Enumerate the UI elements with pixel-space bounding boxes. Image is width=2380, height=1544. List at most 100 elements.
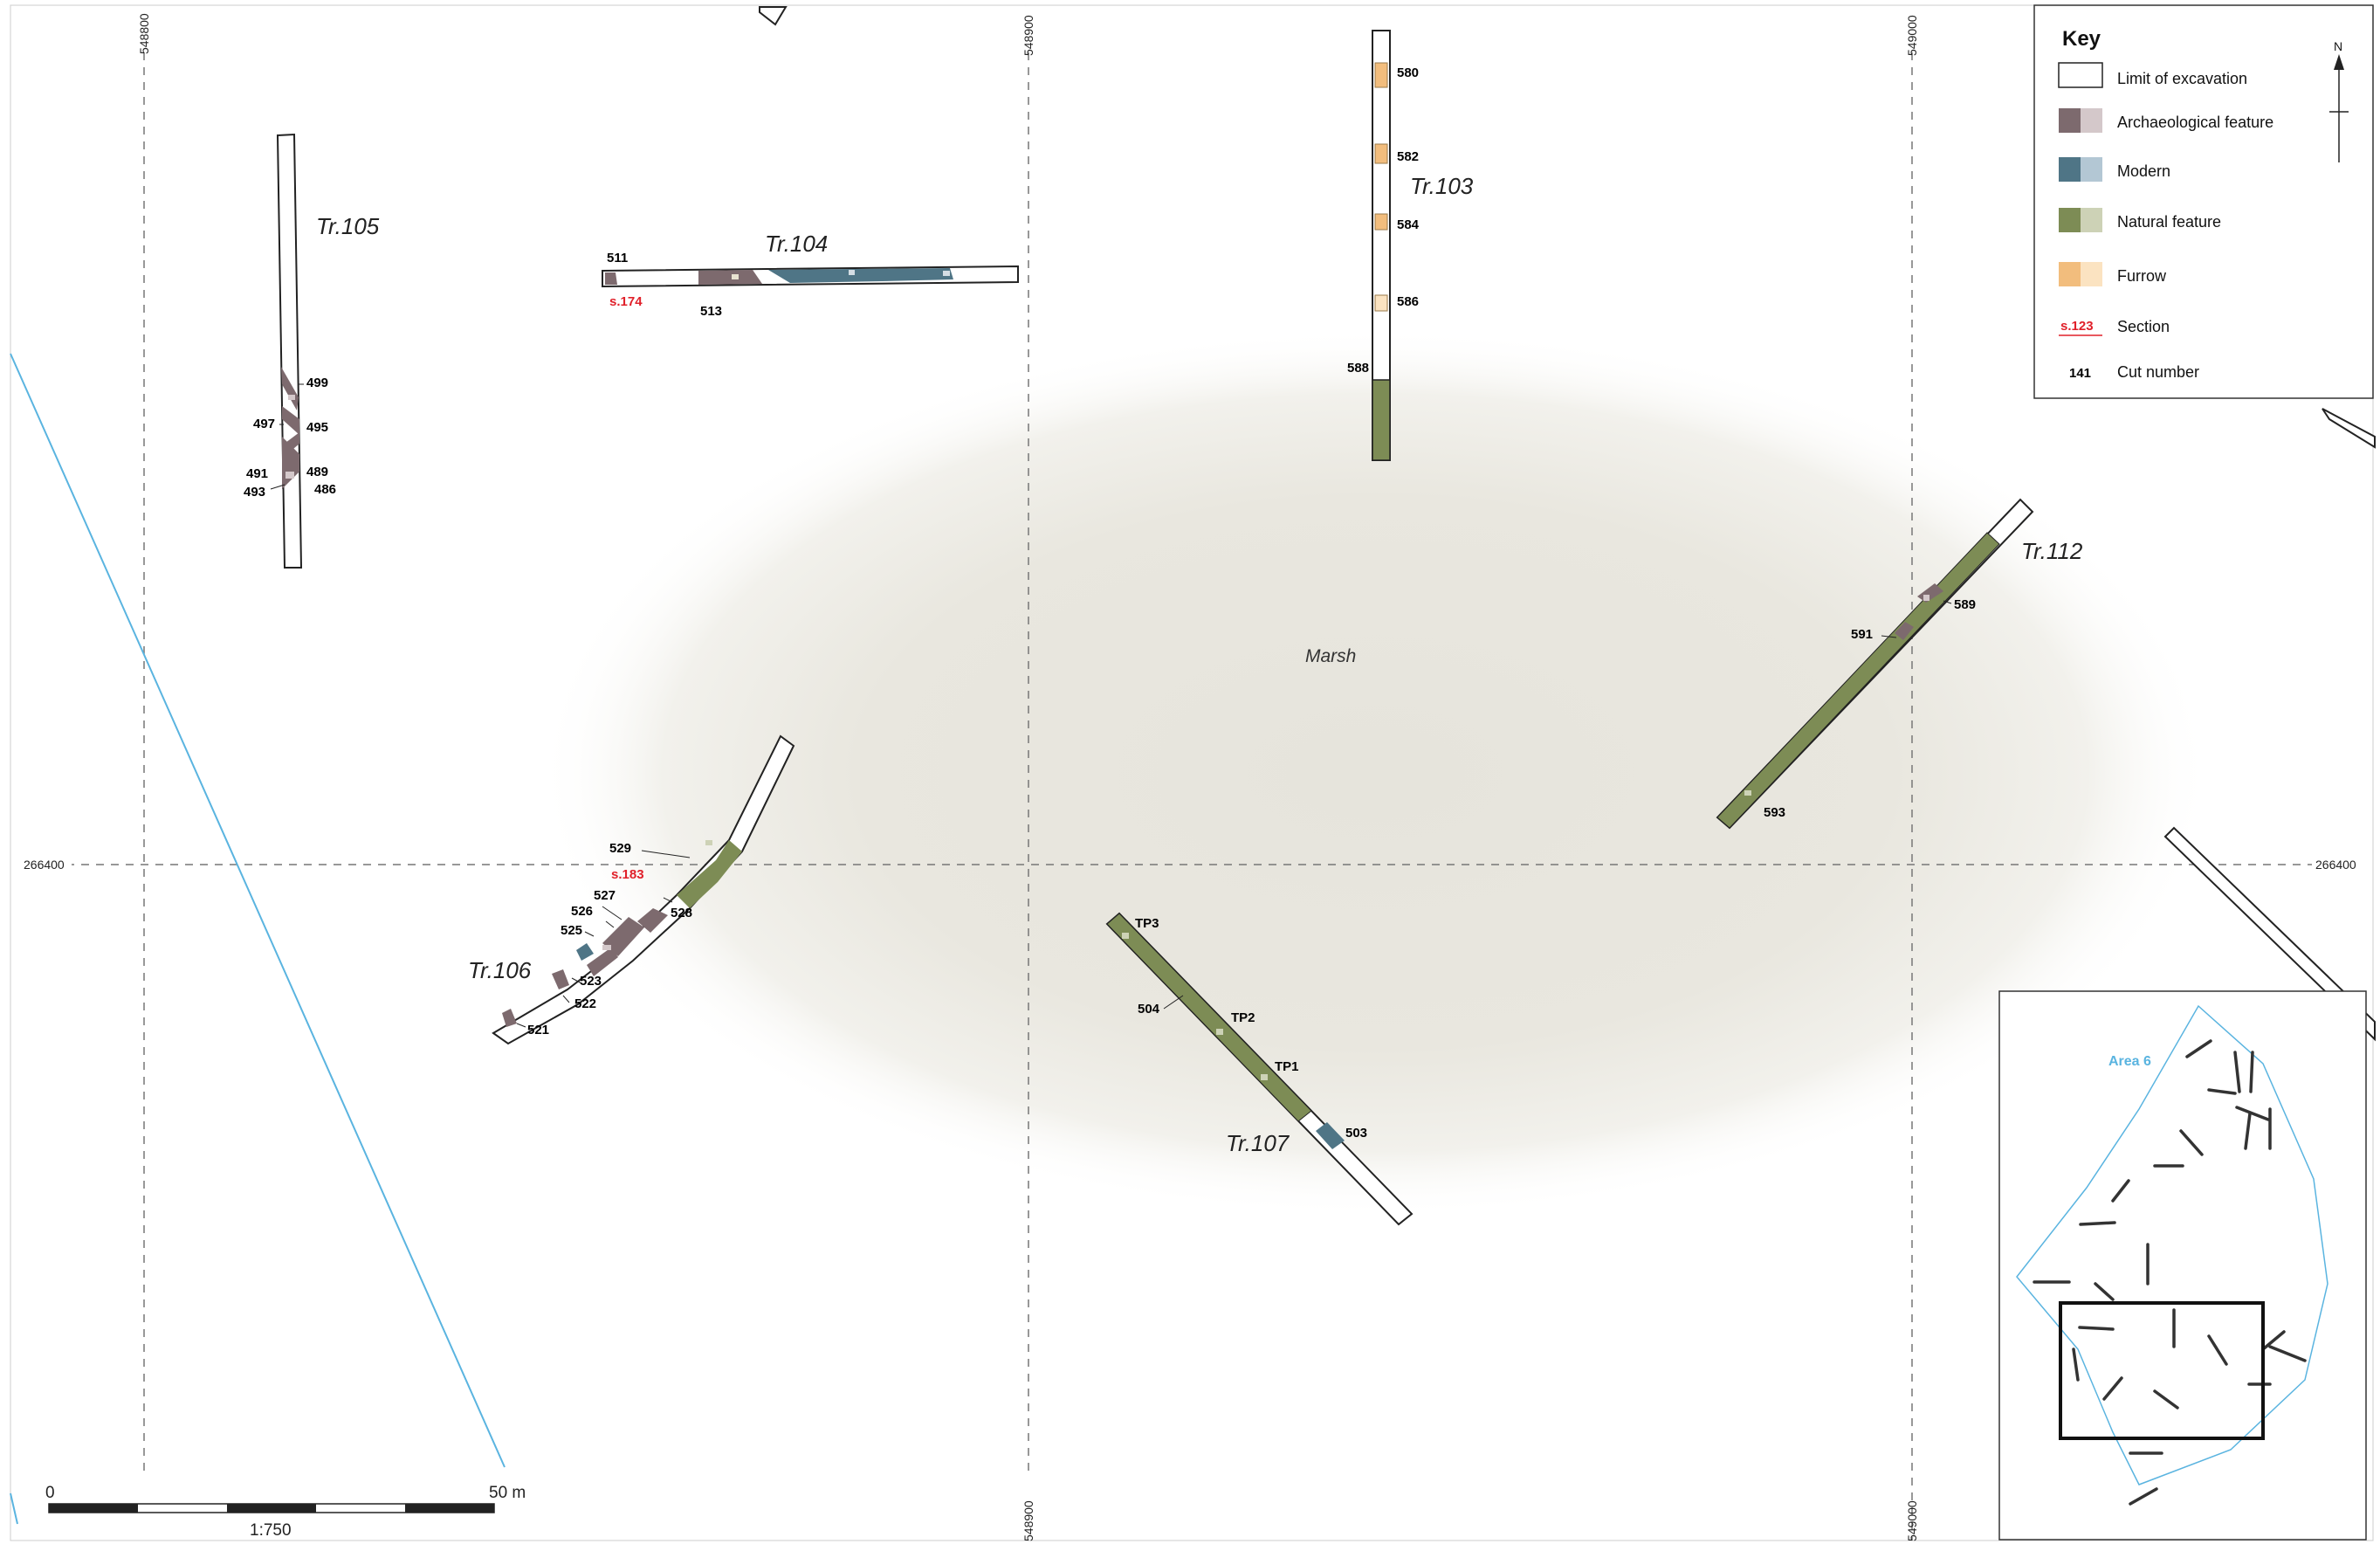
cut-589: 589: [1954, 597, 1976, 612]
test-pit-tp3: TP3: [1135, 916, 1159, 931]
location-inset: Area 6: [1998, 990, 2367, 1541]
cut-493: 493: [244, 485, 265, 500]
key-sample-cut: 141: [2069, 366, 2091, 381]
cut-526: 526: [571, 904, 593, 919]
modern-feature: [768, 268, 953, 283]
grid-lines: [22, 52, 2366, 1541]
cut-580: 580: [1397, 65, 1419, 80]
cut-489: 489: [306, 465, 328, 479]
cut-588: 588: [1347, 361, 1369, 376]
archaeological-feature-511: [605, 272, 617, 285]
trench-107-label: Tr.107: [1226, 1130, 1290, 1156]
key-title: Key: [2062, 27, 2101, 51]
cut-528: 528: [671, 906, 692, 920]
water-line-edge: [10, 1492, 18, 1525]
section-174: s.174: [609, 294, 643, 309]
key-swatch-furrow: [2059, 262, 2102, 286]
archaeological-features-105: [281, 367, 299, 489]
cut-582: 582: [1397, 149, 1419, 164]
cut-495: 495: [306, 420, 328, 435]
inset-area-label: Area 6: [2108, 1054, 2151, 1069]
cut-491: 491: [246, 466, 268, 481]
natural-feature-106: [677, 840, 742, 908]
test-pit-tp1: TP1: [1275, 1059, 1299, 1074]
key-swatch-natural: [2059, 208, 2102, 232]
grid-label-548800: 548800: [137, 13, 151, 54]
grid-label-548900-bottom: 548900: [1021, 1500, 1035, 1541]
key-swatch-limit: [2058, 62, 2103, 88]
cut-591: 591: [1851, 627, 1873, 642]
archaeological-features-106: [502, 908, 668, 1027]
inset-trenches: [2033, 1039, 2307, 1506]
cut-503: 503: [1345, 1126, 1367, 1141]
modern-feature-523: [576, 943, 594, 961]
marsh-label: Marsh: [1305, 646, 1356, 666]
trench-112[interactable]: 591 589 593 Tr.112: [1716, 498, 2083, 830]
map-key: Key Limit of excavation Archaeological f…: [2033, 4, 2374, 399]
cut-522: 522: [574, 996, 596, 1011]
scale-bar: 0 50 m 1:750: [45, 1484, 526, 1540]
trench-106-label: Tr.106: [468, 957, 532, 983]
trench-103-label: Tr.103: [1410, 173, 1474, 199]
cut-513: 513: [700, 304, 722, 319]
cut-521: 521: [527, 1023, 549, 1037]
key-swatch-modern: [2059, 157, 2102, 182]
cut-527: 527: [594, 888, 616, 903]
grid-label-266400-right: 266400: [2315, 858, 2356, 872]
water-line: [10, 353, 506, 1468]
grid-label-549000-top: 549000: [1905, 15, 1919, 56]
key-label-modern: Modern: [2117, 162, 2170, 180]
trench-105-limit: [276, 133, 303, 569]
cut-525: 525: [561, 923, 582, 938]
cut-584: 584: [1397, 217, 1420, 232]
modern-feature-503: [1316, 1122, 1345, 1149]
key-label-section: Section: [2117, 318, 2170, 335]
archaeological-feature-591: [1895, 622, 1914, 640]
key-label-furrow: Furrow: [2117, 267, 2167, 285]
cut-523: 523: [580, 974, 602, 989]
furrows: [1374, 62, 1388, 312]
trench-112-label: Tr.112: [2021, 538, 2083, 564]
trench-104[interactable]: 511 513 s.174 Tr.104: [602, 231, 1019, 319]
north-arrow: N: [2329, 39, 2349, 162]
cut-499: 499: [306, 376, 328, 390]
scale-bar-ratio: 1:750: [250, 1521, 292, 1540]
grid-label-266400-left: 266400: [24, 858, 65, 872]
trench-106[interactable]: 529 s.183 527 526 525 528 523 522 521 Tr…: [468, 734, 795, 1045]
archaeological-feature-513: [698, 270, 762, 285]
trench-107[interactable]: TP3 TP2 TP1 504 503 Tr.107: [1105, 912, 1414, 1226]
key-swatch-archaeological: [2059, 108, 2102, 133]
key-label-limit: Limit of excavation: [2117, 70, 2247, 87]
natural-feature-588: [1372, 379, 1391, 461]
trench-105-label: Tr.105: [316, 213, 380, 239]
cut-586: 586: [1397, 294, 1419, 309]
natural-feature-107: [1106, 913, 1312, 1122]
cut-486: 486: [314, 482, 336, 497]
cut-497: 497: [253, 417, 275, 431]
key-label-archaeological: Archaeological feature: [2117, 114, 2273, 131]
marsh-area: [537, 327, 2213, 1218]
trench-103[interactable]: 580 582 584 586 588 Tr.103: [1347, 30, 1474, 461]
cut-511: 511: [607, 251, 628, 265]
inset-current-view-box: [2059, 1301, 2265, 1440]
cut-529: 529: [609, 841, 631, 856]
trench-105[interactable]: 499 497 495 491 489 493 486 Tr.105: [244, 133, 380, 569]
map-frame: [10, 4, 2374, 1541]
key-label-cut: Cut number: [2117, 363, 2199, 381]
scale-bar-end: 50 m: [489, 1484, 526, 1502]
cut-593: 593: [1764, 805, 1785, 820]
natural-feature-112: [1716, 532, 2000, 829]
key-label-natural: Natural feature: [2117, 213, 2221, 231]
key-sample-section: s.123: [2060, 319, 2094, 334]
grid-labels: 548800 548900 548900 549000 549000 26640…: [21, 13, 2366, 1541]
scale-bar-start: 0: [45, 1484, 55, 1502]
cut-504: 504: [1138, 1002, 1160, 1017]
grid-label-548900-top: 548900: [1021, 15, 1035, 56]
edge-trench-fragments: [759, 6, 2376, 1042]
grid-label-549000-bottom: 549000: [1905, 1500, 1919, 1541]
test-pit-tp2: TP2: [1231, 1010, 1255, 1025]
north-arrow-label: N: [2334, 39, 2342, 53]
trench-104-label: Tr.104: [765, 231, 828, 257]
inset-area-boundary: [2016, 1004, 2328, 1485]
